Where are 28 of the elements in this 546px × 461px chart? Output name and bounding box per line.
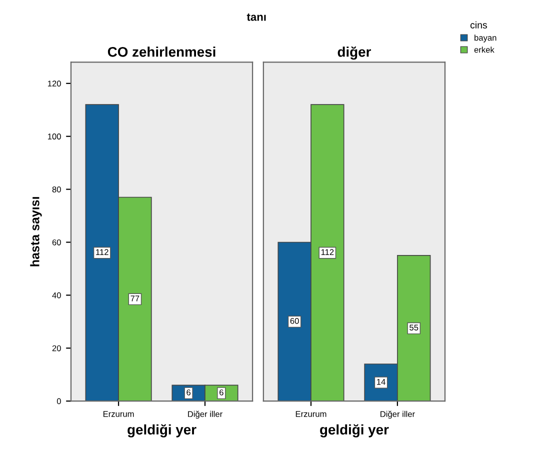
data-label: 6 [186, 389, 191, 396]
y-axis-title: hasta sayısı [30, 197, 42, 266]
y-tick-label: 40 [52, 292, 61, 298]
x-axis-title: geldiği yer [320, 424, 389, 438]
x-tick-label: Diğer iller [188, 410, 222, 419]
data-label: 6 [220, 389, 224, 396]
y-tick-label: 100 [48, 134, 61, 140]
x-axis-title: geldiği yer [128, 424, 196, 438]
legend-title: cins [470, 21, 487, 28]
data-label: 14 [377, 378, 386, 385]
legend-label: bayan [474, 34, 496, 42]
chart-title: CO zehirlenmesi [108, 46, 216, 57]
data-label: 112 [321, 249, 334, 255]
data-label: 112 [96, 249, 108, 255]
data-label: 60 [290, 318, 299, 324]
y-tick-label: 0 [56, 398, 61, 404]
x-tick-label: Erzurum [296, 411, 326, 417]
y-tick-label: 60 [52, 239, 61, 246]
data-label: 77 [130, 296, 140, 302]
x-tick-label: Diğer iller [380, 410, 415, 419]
y-tick-label: 20 [52, 345, 61, 352]
y-tick-label: 120 [48, 80, 61, 87]
legend-label: erkek [474, 46, 494, 53]
data-label: 55 [410, 324, 418, 331]
chart-title: diğer [338, 46, 371, 60]
x-tick-label: Erzurum [103, 411, 134, 417]
text: tanı [246, 13, 266, 21]
y-tick-label: 80 [52, 186, 61, 192]
